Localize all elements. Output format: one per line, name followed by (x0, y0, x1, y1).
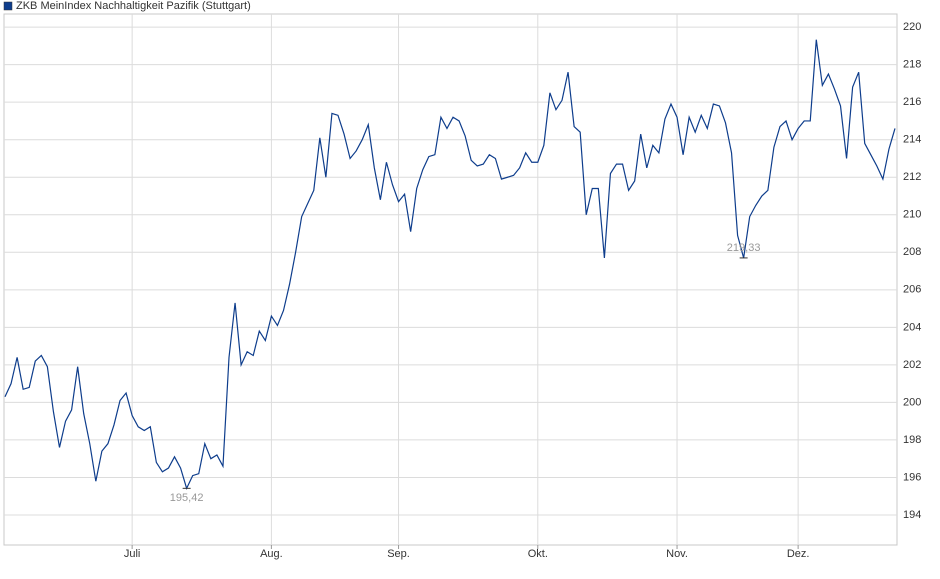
y-tick-label: 212 (903, 171, 921, 183)
legend-label: ZKB MeinIndex Nachhaltigkeit Pazifik (St… (16, 0, 251, 12)
plot-frame (3, 13, 898, 546)
y-tick-label: 210 (903, 209, 921, 221)
x-tick-label: Okt. (528, 548, 548, 560)
value-label: 195,42 (170, 492, 204, 504)
x-tick-label: Dez. (787, 548, 810, 560)
price-line (4, 39, 896, 490)
y-tick-label: 206 (903, 284, 921, 296)
y-tick-label: 202 (903, 359, 921, 371)
y-tick-label: 204 (903, 321, 921, 333)
x-tick-label: Sep. (387, 548, 410, 560)
x-tick-label: Aug. (260, 548, 283, 560)
y-tick-label: 218 (903, 59, 921, 71)
y-tick-label: 208 (903, 246, 921, 258)
y-tick-label: 198 (903, 434, 921, 446)
y-tick-label: 200 (903, 396, 921, 408)
y-tick-label: 216 (903, 96, 921, 108)
y-tick-label: 194 (903, 509, 921, 521)
x-tick-label: Nov. (666, 548, 688, 560)
legend-swatch (3, 1, 13, 11)
value-label: 219,33 (727, 242, 761, 254)
y-tick-label: 196 (903, 471, 921, 483)
y-tick-label: 214 (903, 134, 921, 146)
y-tick-label: 220 (903, 21, 921, 33)
x-tick-label: Juli (124, 548, 141, 560)
